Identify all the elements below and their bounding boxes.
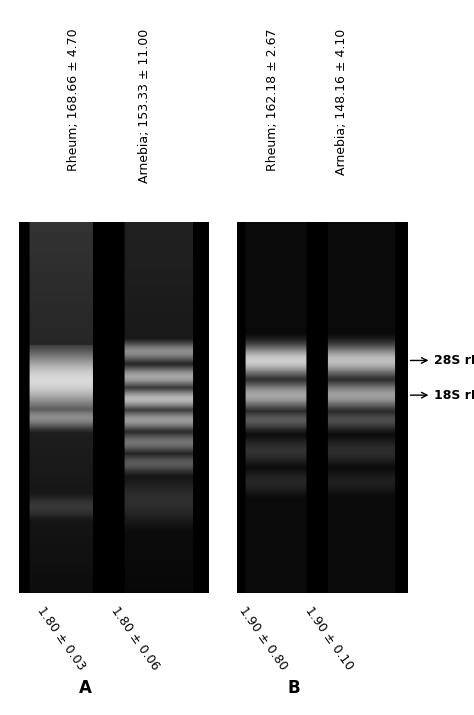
Text: Arnebia; 148.16 ± 4.10: Arnebia; 148.16 ± 4.10 <box>335 29 348 175</box>
Text: Rheum; 162.18 ± 2.67: Rheum; 162.18 ± 2.67 <box>266 29 279 171</box>
Text: 28S rRNA: 28S rRNA <box>434 354 474 367</box>
Text: 18S rRNA: 18S rRNA <box>434 389 474 402</box>
Text: B: B <box>288 679 300 697</box>
Text: 1.90 ± 0.10: 1.90 ± 0.10 <box>303 604 356 672</box>
Text: 1.80 ± 0.03: 1.80 ± 0.03 <box>35 604 88 673</box>
Text: 1.90 ± 0.80: 1.90 ± 0.80 <box>237 604 290 673</box>
Text: A: A <box>79 679 92 697</box>
Text: 1.80 ± 0.06: 1.80 ± 0.06 <box>109 604 162 673</box>
Text: Arnebia; 153.33 ± 11.00: Arnebia; 153.33 ± 11.00 <box>138 29 151 183</box>
Text: Rheum; 168.66 ± 4.70: Rheum; 168.66 ± 4.70 <box>67 29 80 171</box>
